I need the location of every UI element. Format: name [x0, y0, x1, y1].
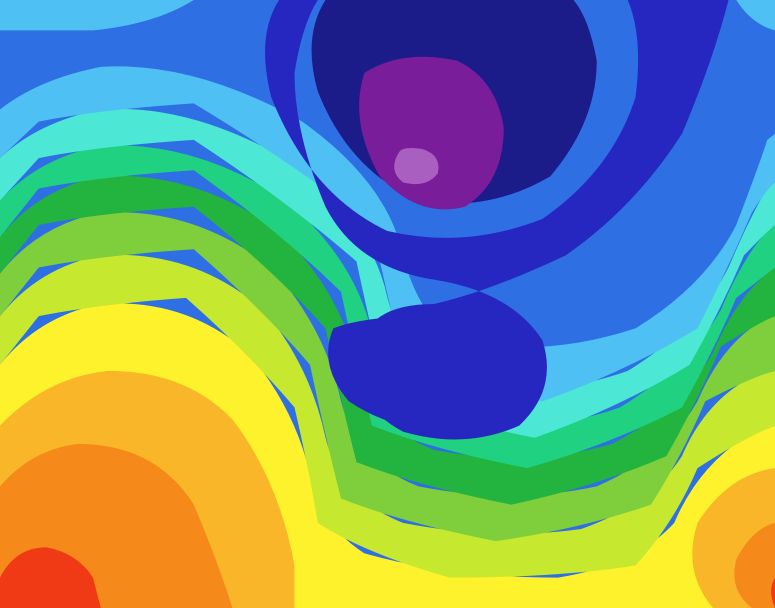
contour-plot — [0, 0, 775, 608]
